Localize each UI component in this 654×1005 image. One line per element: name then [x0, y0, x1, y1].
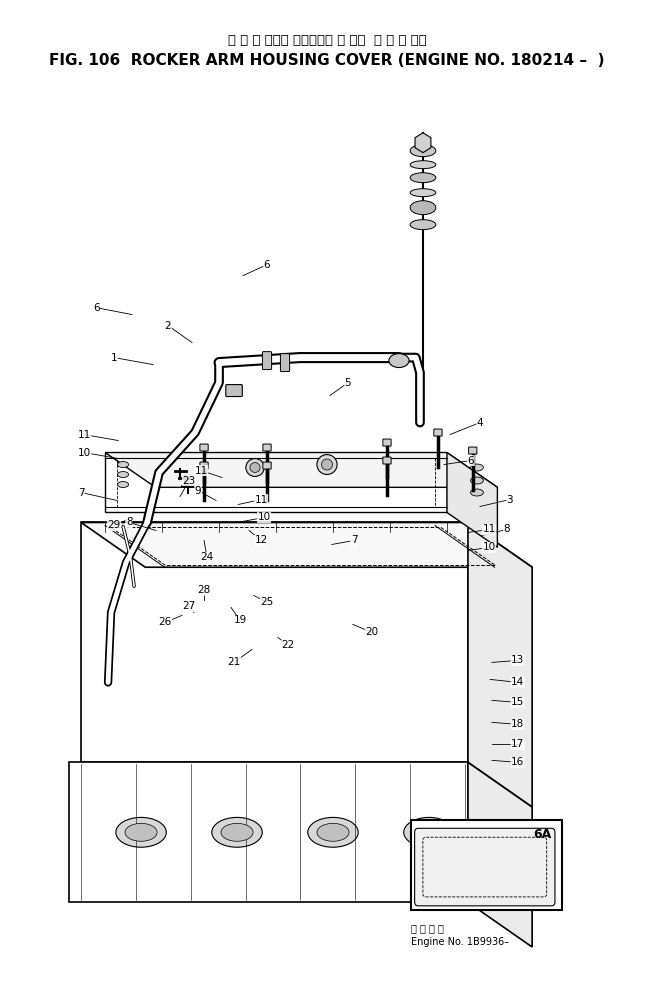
Ellipse shape	[410, 189, 436, 197]
Ellipse shape	[125, 823, 157, 841]
FancyBboxPatch shape	[469, 447, 477, 454]
Polygon shape	[468, 523, 532, 807]
Polygon shape	[81, 523, 468, 763]
Ellipse shape	[470, 489, 483, 496]
Text: 9: 9	[195, 485, 201, 495]
Text: 17: 17	[511, 740, 525, 750]
Text: 6A: 6A	[533, 828, 551, 841]
Text: 14: 14	[511, 677, 525, 687]
FancyBboxPatch shape	[383, 439, 391, 446]
Text: 適 用 号 機: 適 用 号 機	[411, 923, 444, 933]
Text: FIG. 106  ROCKER ARM HOUSING COVER (ENGINE NO. 180214 –  ): FIG. 106 ROCKER ARM HOUSING COVER (ENGIN…	[49, 53, 605, 68]
FancyBboxPatch shape	[263, 444, 271, 451]
Text: 8: 8	[126, 518, 132, 528]
Ellipse shape	[470, 477, 483, 484]
Text: 28: 28	[198, 586, 211, 595]
Text: 15: 15	[511, 697, 525, 708]
Text: 29: 29	[107, 521, 121, 531]
Text: 16: 16	[511, 758, 525, 768]
FancyBboxPatch shape	[434, 429, 442, 436]
Ellipse shape	[470, 464, 483, 471]
Text: 6: 6	[468, 455, 474, 465]
FancyBboxPatch shape	[263, 462, 271, 469]
Text: 8: 8	[504, 525, 510, 535]
Text: 11: 11	[254, 494, 267, 505]
Ellipse shape	[246, 458, 264, 476]
Ellipse shape	[410, 161, 436, 169]
Ellipse shape	[212, 817, 262, 847]
Ellipse shape	[404, 817, 454, 847]
Polygon shape	[81, 523, 532, 567]
Polygon shape	[105, 452, 447, 513]
Text: 26: 26	[158, 617, 172, 627]
Text: 12: 12	[254, 536, 267, 546]
Polygon shape	[468, 763, 532, 947]
Ellipse shape	[413, 823, 445, 841]
Text: 24: 24	[200, 553, 214, 563]
Ellipse shape	[410, 201, 436, 215]
Ellipse shape	[410, 220, 436, 229]
Ellipse shape	[410, 145, 436, 157]
Text: 27: 27	[182, 601, 196, 611]
Text: 3: 3	[507, 494, 513, 505]
Ellipse shape	[118, 481, 129, 487]
Text: Engine No. 1B9936–: Engine No. 1B9936–	[411, 937, 509, 947]
FancyBboxPatch shape	[200, 444, 208, 451]
Polygon shape	[69, 763, 468, 902]
Text: 7: 7	[78, 487, 84, 497]
Ellipse shape	[322, 459, 332, 470]
FancyBboxPatch shape	[411, 820, 562, 910]
Text: 5: 5	[345, 378, 351, 388]
Text: 2: 2	[165, 321, 171, 331]
Text: 11: 11	[194, 465, 208, 475]
Text: 10: 10	[483, 543, 496, 553]
Text: 11: 11	[77, 429, 91, 439]
Text: ロ ッ カ アーム ハウジング カ バー  適 用 号 機・: ロ ッ カ アーム ハウジング カ バー 適 用 号 機・	[228, 34, 426, 47]
Polygon shape	[447, 452, 498, 548]
Text: 25: 25	[260, 597, 273, 607]
Text: 13: 13	[511, 655, 525, 665]
Ellipse shape	[250, 462, 260, 472]
Text: 19: 19	[233, 615, 247, 625]
Text: 10: 10	[258, 513, 271, 523]
Text: 23: 23	[182, 475, 196, 485]
Ellipse shape	[389, 354, 409, 368]
FancyBboxPatch shape	[200, 462, 208, 469]
Polygon shape	[105, 452, 498, 487]
FancyBboxPatch shape	[281, 354, 290, 372]
Text: 18: 18	[511, 720, 525, 730]
FancyBboxPatch shape	[226, 385, 242, 397]
Ellipse shape	[118, 471, 129, 477]
Text: 7: 7	[351, 536, 357, 546]
Ellipse shape	[317, 454, 337, 474]
Ellipse shape	[118, 461, 129, 467]
Ellipse shape	[317, 823, 349, 841]
Text: 4: 4	[477, 417, 483, 427]
Text: 10: 10	[78, 447, 91, 457]
Ellipse shape	[410, 173, 436, 183]
Text: 1: 1	[111, 353, 117, 363]
FancyBboxPatch shape	[383, 457, 391, 464]
Ellipse shape	[308, 817, 358, 847]
Text: 22: 22	[281, 640, 295, 650]
Text: 6: 6	[93, 303, 99, 313]
FancyBboxPatch shape	[415, 828, 555, 906]
Text: 21: 21	[228, 657, 241, 667]
Text: 20: 20	[366, 627, 379, 637]
Text: 6: 6	[264, 259, 270, 269]
Ellipse shape	[116, 817, 166, 847]
Ellipse shape	[221, 823, 253, 841]
Text: 11: 11	[482, 525, 496, 535]
FancyBboxPatch shape	[262, 352, 271, 370]
